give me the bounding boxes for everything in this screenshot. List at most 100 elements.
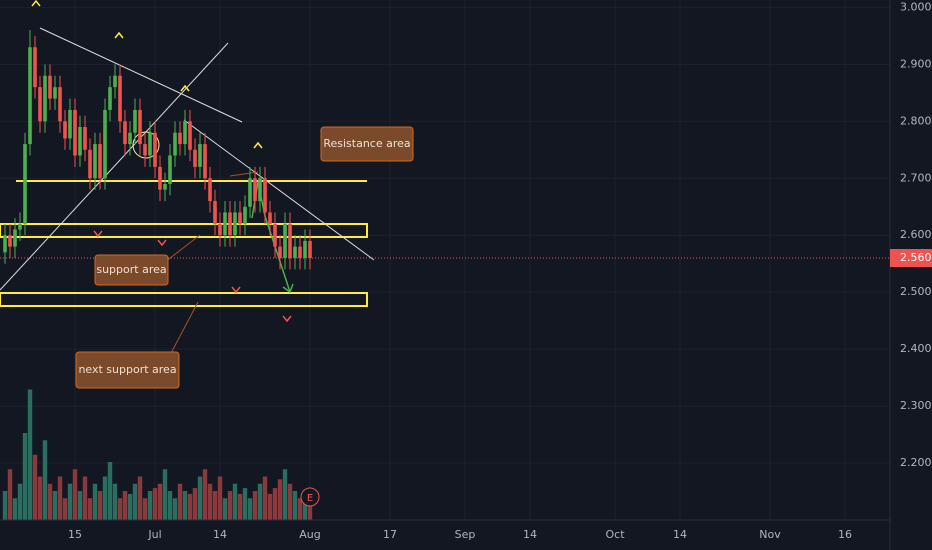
event-label: E [307,493,313,504]
candle-body [8,235,12,247]
candle-body [33,47,37,88]
volume-bar [267,493,273,520]
candle-body [223,212,227,236]
volume-bar [192,488,198,520]
x-tick-label: Oct [605,528,625,541]
volume-bar [287,483,293,520]
candle-body [263,178,267,213]
drawings [0,0,375,356]
candle-body [108,87,112,110]
candle-body [273,223,277,247]
last-price-tag [890,249,932,268]
candle-body [248,178,252,207]
candle-body [58,87,62,122]
candle-body [163,183,167,190]
candle-body [198,144,202,167]
candle-body [208,178,212,202]
candle-body [53,87,57,99]
candle-body [303,240,307,259]
x-tick-label: Nov [759,528,781,541]
volume-bar [187,493,193,520]
volume-bar [257,483,263,520]
candle-body [23,144,27,224]
y-tick-label: 2.500 [900,285,932,298]
candle-body [218,223,222,236]
annotation-box [94,254,169,286]
annotation: next support area [75,351,180,389]
support-box [0,223,368,238]
candle-body [78,127,82,156]
candle-body [68,109,72,139]
candle-body [153,132,157,167]
volume-bar [302,493,308,520]
volume-bar [127,493,133,520]
candle-body [118,75,122,122]
x-tick-label: 14 [523,528,537,541]
candle-body [143,144,147,156]
volume-bar [142,498,148,520]
volume-bar [97,491,103,520]
volume-bar [22,433,28,520]
candle-body [238,212,242,224]
volume-bar [262,476,268,520]
x-tick-label: Sep [455,528,476,541]
volume-bar [292,491,298,520]
candle-body [38,87,42,122]
volume-bar [232,483,238,520]
volume-bar [37,476,43,520]
event-circle [300,487,320,507]
y-tick-label: 2.600 [900,228,932,241]
volume-bar [282,469,288,520]
volume-bar [197,476,203,520]
volume-bar [12,498,18,520]
candle-body [128,132,132,145]
candle-body [83,127,87,150]
candle-body [288,223,292,259]
volume-bar [207,483,213,520]
candle-body [188,121,192,150]
volume-bar [32,454,38,520]
peak-markers [31,0,263,149]
x-tick-label: 14 [213,528,227,541]
callout-pointer [229,171,259,177]
candle-body [278,246,282,259]
volume-bar [72,469,78,520]
volume-bar [202,469,208,520]
candle-body [43,75,47,122]
candle-body [98,144,102,179]
annotation: Resistance area [320,126,414,162]
x-tick-label: Jul [147,528,161,541]
trend-line [183,119,375,261]
x-tick-label: Aug [299,528,320,541]
y-tick-label: 2.800 [900,114,932,127]
candle-body [193,149,197,167]
candle-body [283,223,287,259]
volume-bar [67,483,73,520]
volume-bar [157,483,163,520]
candle-body [63,121,67,139]
candle-body [268,212,272,224]
volume-bar [102,476,108,520]
volume-bar [252,491,258,520]
volume-bar [87,498,93,520]
circle-marker [132,131,160,159]
candle-body [158,166,162,190]
candle-body [73,109,77,156]
volume-bar [17,483,23,520]
candle-body [298,246,302,259]
y-tick-label: 2.700 [900,171,932,184]
volume-bar [217,476,223,520]
volume-bar [272,488,278,520]
trend-line [39,27,243,123]
volume-bar [167,491,173,520]
volume-bar [42,440,48,520]
callout-pointer [164,234,201,263]
callout-pointer [169,301,199,356]
candle-body [113,75,117,88]
candle-body [183,121,187,145]
volume-bar [62,498,68,520]
volume-bar [122,491,128,520]
candle-body [293,246,297,259]
candle-body [13,229,17,247]
candle-body [3,235,7,253]
